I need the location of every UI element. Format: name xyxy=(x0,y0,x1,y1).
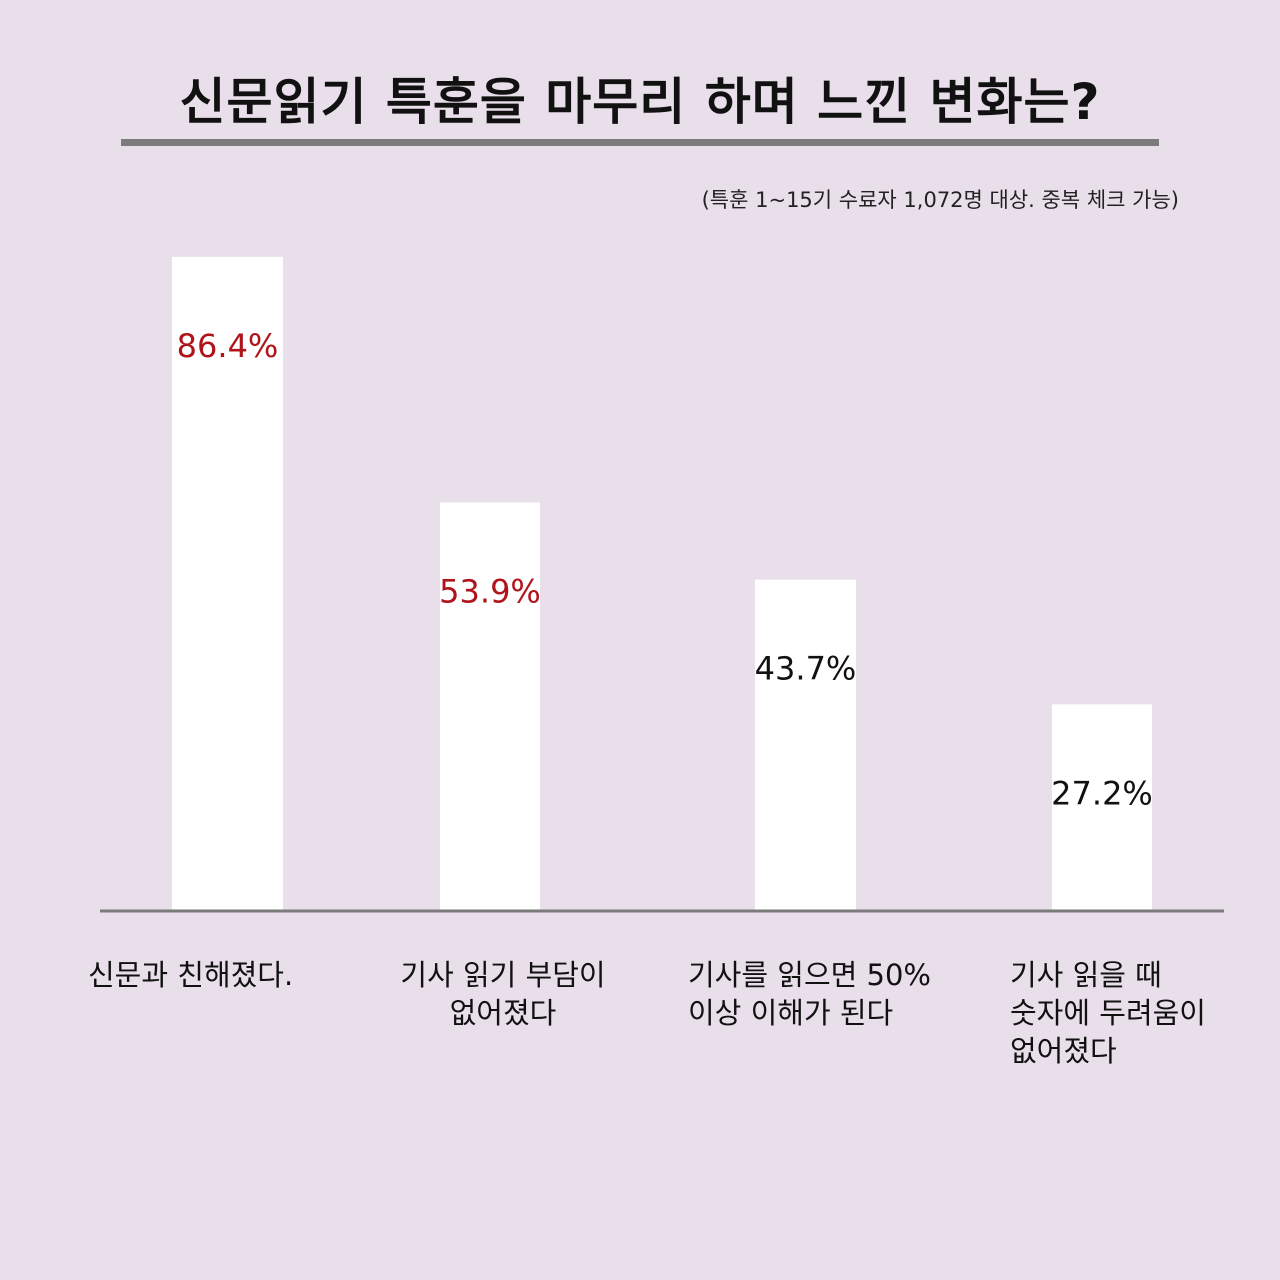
x-tick-label-line: 신문과 친해졌다. xyxy=(88,958,294,992)
x-tick-label-line: 숫자에 두려움이 xyxy=(1010,996,1206,1030)
chart-title: 신문읽기 특훈을 마무리 하며 느낀 변화는? xyxy=(179,73,1101,131)
data-label-2: 53.9% xyxy=(439,573,541,611)
x-tick-label-line: 없어졌다 xyxy=(449,996,557,1030)
title-underline xyxy=(121,139,1159,146)
bar-2 xyxy=(440,502,540,910)
bar-3 xyxy=(755,579,856,910)
x-tick-label-line: 기사를 읽으면 50% xyxy=(688,958,931,992)
data-label-4: 27.2% xyxy=(1051,774,1153,812)
x-tick-label-1: 신문과 친해졌다. xyxy=(88,956,348,994)
x-tick-label-3: 기사를 읽으면 50% 이상 이해가 된다 xyxy=(688,956,948,1032)
bar-4 xyxy=(1052,704,1152,910)
data-label-3: 43.7% xyxy=(755,650,857,688)
bar-1 xyxy=(172,256,283,910)
chart-subtitle: (특훈 1~15기 수료자 1,072명 대상. 중복 체크 가능) xyxy=(701,188,1179,212)
x-tick-label-line: 없어졌다 xyxy=(1010,1034,1117,1068)
data-label-1: 86.4% xyxy=(177,327,279,365)
x-tick-label-line: 이상 이해가 된다 xyxy=(688,996,894,1030)
x-tick-label-line: 기사 읽기 부담이 xyxy=(400,958,606,992)
x-tick-label-line: 기사 읽을 때 xyxy=(1010,958,1162,992)
